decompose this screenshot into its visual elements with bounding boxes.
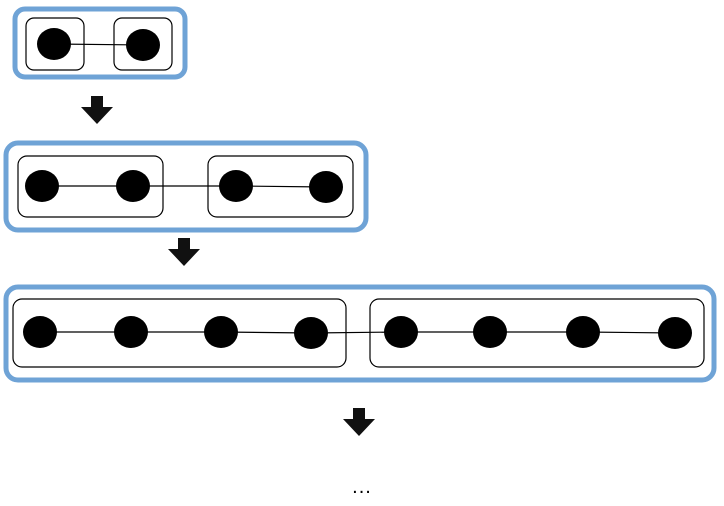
down-arrow-icon [168, 238, 200, 266]
stage-3-node [384, 316, 418, 348]
stage-2-outer-frame [3, 140, 369, 233]
stage-1-group-2 [113, 17, 173, 71]
stage-2-node [219, 170, 253, 202]
stage-3-node [473, 316, 507, 348]
stage-3-node [566, 316, 600, 348]
stage-2 [3, 140, 369, 233]
stage-1-node [37, 28, 71, 60]
stage-2-node [309, 171, 343, 203]
stage-3 [3, 284, 717, 383]
stage-3-group-2 [369, 298, 705, 368]
stage-3-node [658, 317, 692, 349]
continuation-ellipsis: ... [352, 476, 372, 498]
stage-3-node [204, 316, 238, 348]
stage-1 [12, 6, 188, 80]
stage-2-node [116, 170, 150, 202]
stage-1-node [126, 29, 160, 61]
stage-1-outer-frame [12, 6, 188, 80]
stage-2-node [25, 170, 59, 202]
stage-3-node [23, 316, 57, 348]
stage-3-node [114, 316, 148, 348]
stage-2-edge [42, 185, 327, 188]
stage-3-node [294, 317, 328, 349]
down-arrow-icon [81, 96, 113, 124]
down-arrow-icon [343, 408, 375, 436]
stage-3-outer-frame [3, 284, 717, 383]
